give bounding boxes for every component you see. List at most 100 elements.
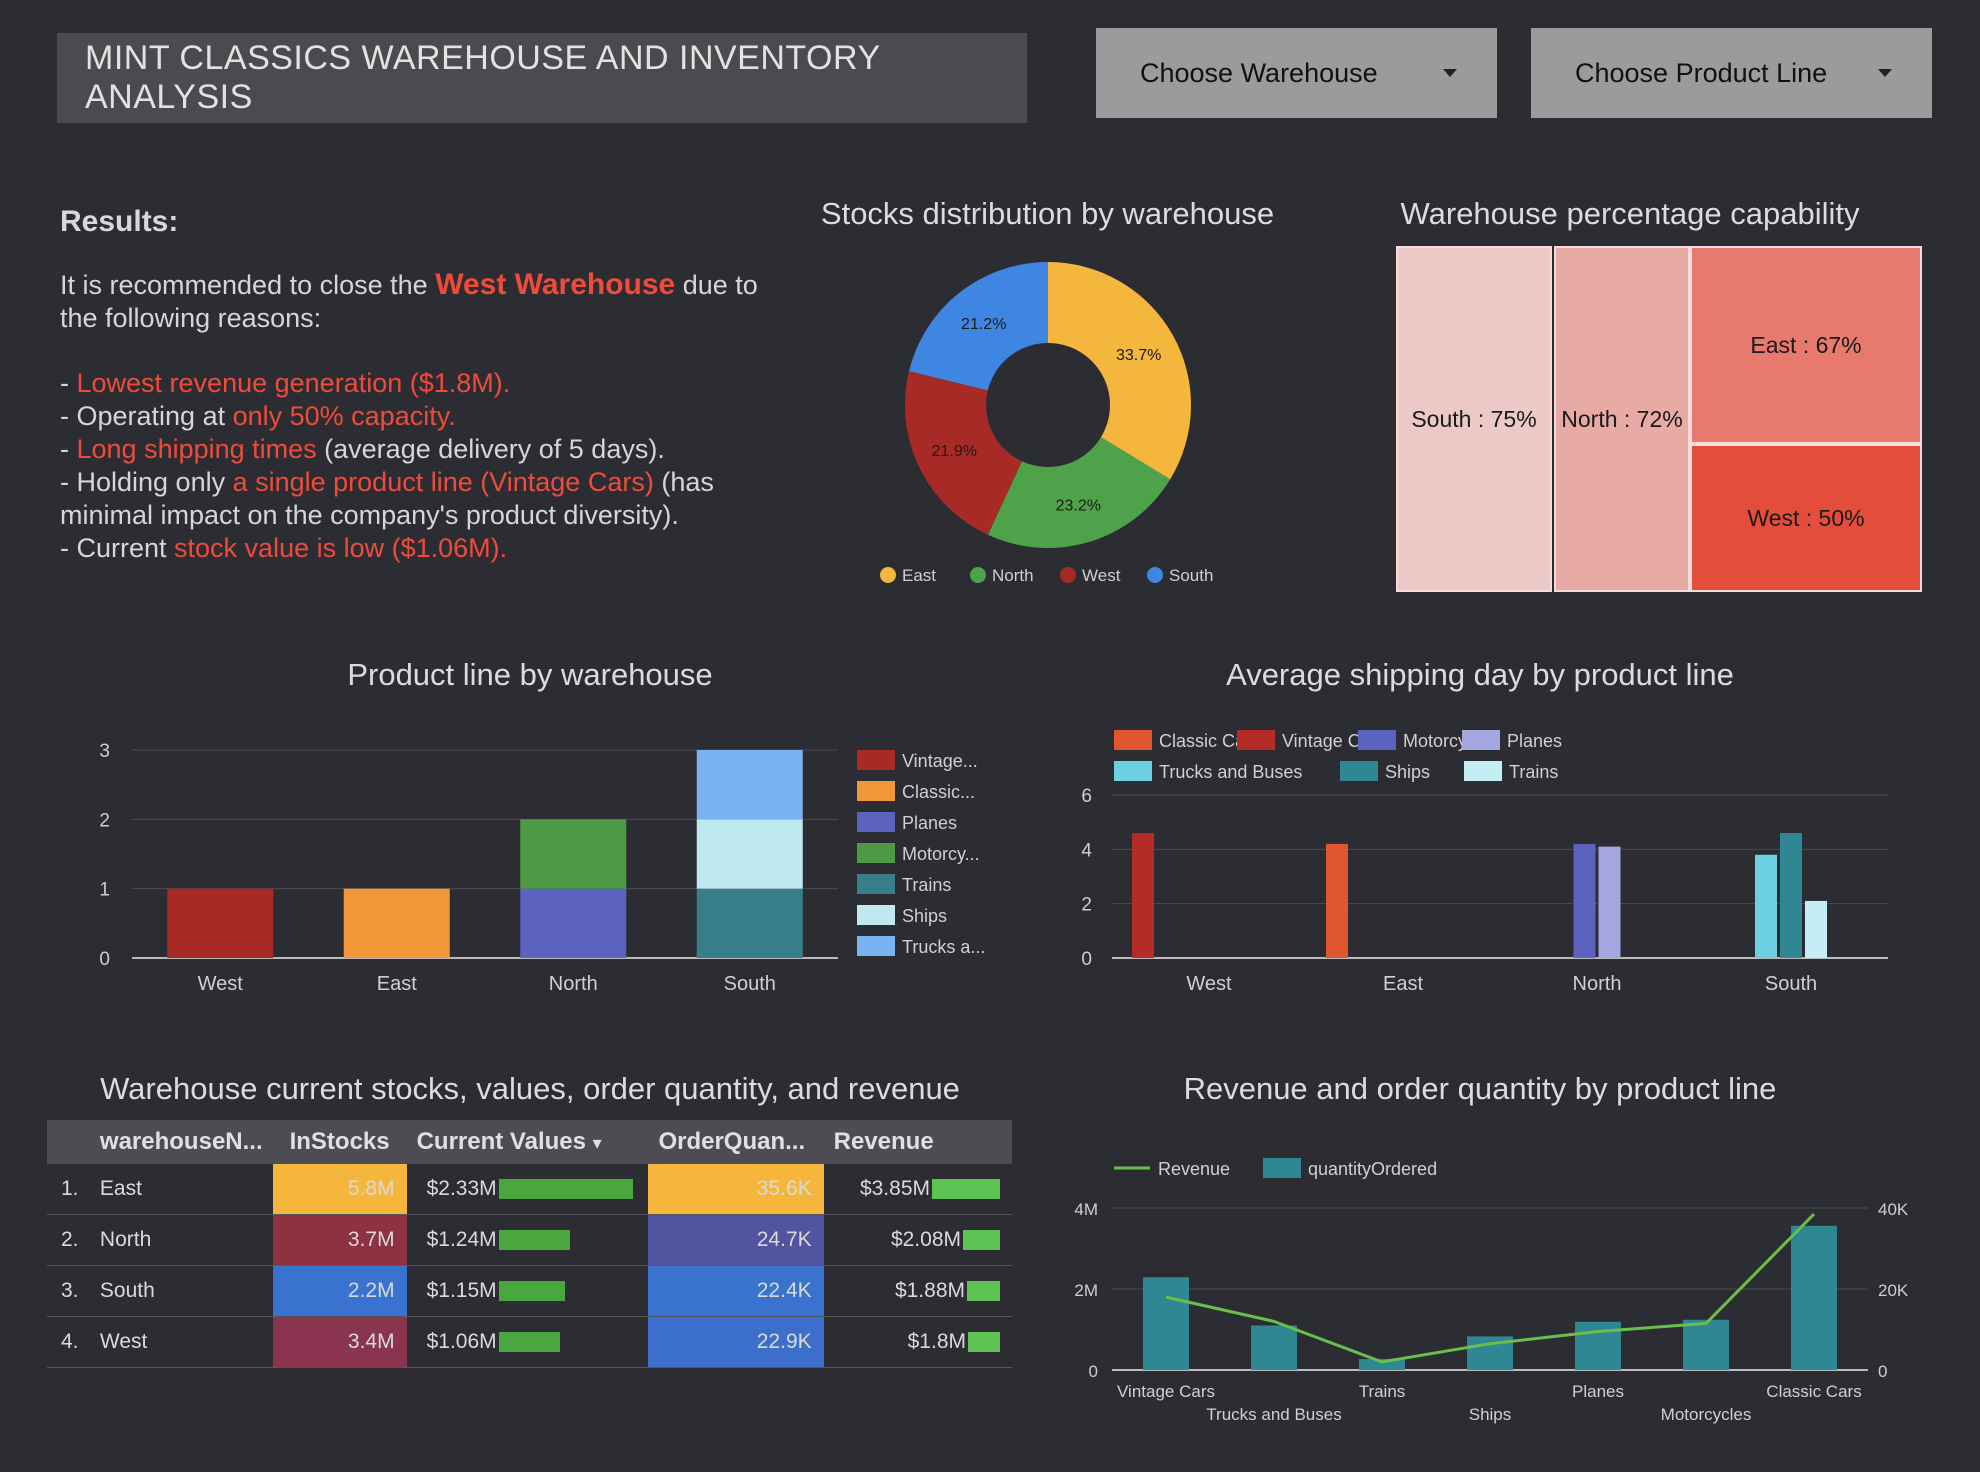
col-warehouse[interactable]: warehouseN... [89, 1120, 273, 1164]
bar-segment [696, 819, 803, 889]
revenue-bar [967, 1281, 1000, 1301]
legend-dot-east [880, 567, 896, 583]
results-panel: Results: It is recommended to close the … [60, 205, 780, 565]
quantity-bar [1683, 1319, 1729, 1370]
legend-swatch [857, 874, 895, 894]
productline-dropdown[interactable]: Choose Product Line [1531, 28, 1932, 118]
legend-label: quantityOrdered [1308, 1159, 1437, 1179]
cell-instocks: 5.8M [272, 1164, 407, 1215]
legend-swatch [857, 936, 895, 956]
value-text: $1.06M [426, 1330, 497, 1353]
value-text: $2.33M [426, 1177, 497, 1200]
cell-revenue: $3.85M [823, 1164, 1012, 1215]
legend-swatch [1462, 730, 1500, 750]
col-current-values[interactable]: Current Values ▾ [406, 1120, 649, 1164]
col-instocks[interactable]: InStocks [272, 1120, 407, 1164]
shipping-title: Average shipping day by product line [1226, 657, 1734, 692]
cell-order-quantity: 24.7K [648, 1214, 824, 1266]
cell-revenue: $1.8M [823, 1316, 1012, 1368]
legend-label-south: South [1169, 566, 1213, 585]
donut-value-label: 23.2% [1056, 497, 1101, 514]
revenue-text: $2.08M [890, 1228, 961, 1251]
x-tick-label: Motorcycles [1661, 1405, 1752, 1424]
productline-dropdown-label: Choose Product Line [1575, 57, 1828, 88]
y-right-tick: 40K [1878, 1200, 1909, 1219]
col-revenue[interactable]: Revenue [823, 1120, 1012, 1164]
table-row[interactable]: 2. North 3.7M $1.24M 24.7K $2.08M [47, 1214, 1012, 1266]
legend-swatch [1340, 761, 1378, 781]
bar-segment [696, 888, 803, 958]
results-heading: Results: [60, 205, 179, 238]
legend-label: Classic Cars [1159, 731, 1260, 751]
value-bar [498, 1281, 565, 1301]
bar [1132, 833, 1154, 958]
cell-order-quantity: 22.9K [648, 1316, 824, 1368]
results-intro: It is recommended to close the West Ware… [60, 268, 780, 335]
treemap-title: Warehouse percentage capability [1400, 196, 1860, 231]
revenue-text: $1.8M [907, 1330, 966, 1353]
combo-title: Revenue and order quantity by product li… [1183, 1071, 1777, 1106]
legend-swatch [857, 781, 895, 801]
revenue-bar [963, 1230, 1000, 1250]
donut-title: Stocks distribution by warehouse [820, 196, 1275, 231]
cell-order-quantity: 35.6K [648, 1164, 824, 1215]
revenue-text: $1.88M [894, 1279, 965, 1302]
y-right-tick: 0 [1878, 1362, 1887, 1381]
value-bar [498, 1179, 633, 1199]
quantity-bar [1143, 1277, 1189, 1370]
legend-swatch [857, 905, 895, 925]
productline-title: Product line by warehouse [347, 657, 713, 692]
y-tick-label: 0 [1081, 949, 1092, 970]
dashboard-title: MINT CLASSICS WAREHOUSE AND INVENTORY AN… [57, 33, 1027, 123]
x-tick-label: East [377, 973, 417, 995]
table-title: Warehouse current stocks, values, order … [100, 1071, 960, 1106]
legend-swatch [857, 843, 895, 863]
treemap-cell: East : 67% [1690, 246, 1922, 444]
legend-label: Trucks a... [902, 937, 985, 957]
legend-label: Vintage... [902, 751, 978, 771]
cell-current-values: $1.15M [406, 1265, 649, 1317]
bar [1780, 833, 1802, 958]
col-order-quantity[interactable]: OrderQuan... [648, 1120, 824, 1164]
table-row[interactable]: 4. West 3.4M $1.06M 22.9K $1.8M [47, 1316, 1012, 1368]
chevron-down-icon [1878, 69, 1892, 77]
quantity-bar [1251, 1325, 1297, 1370]
warehouse-dropdown[interactable]: Choose Warehouse [1096, 28, 1497, 118]
legend-label: Revenue [1158, 1159, 1230, 1179]
table-row[interactable]: 1. East 5.8M $2.33M 35.6K $3.85M [47, 1164, 1012, 1215]
bar [1326, 843, 1348, 958]
x-tick-label: Classic Cars [1766, 1382, 1861, 1401]
x-tick-label: Ships [1469, 1405, 1512, 1424]
bar [1573, 843, 1596, 958]
x-tick-label: Trucks and Buses [1206, 1405, 1341, 1424]
legend-dot-north [970, 567, 986, 583]
capability-treemap: South : 75% North : 72% East : 67% West : 5… [1394, 244, 1924, 594]
value-bar [498, 1230, 570, 1250]
bar [1598, 846, 1621, 958]
legend-label: Planes [902, 813, 957, 833]
treemap-cell: West : 50% [1690, 444, 1922, 592]
legend-label: Trains [1509, 762, 1558, 782]
intro-text-post: due to the following reasons: [60, 270, 758, 333]
table-header-row: warehouseN... InStocks Current Values ▾ … [47, 1120, 1012, 1164]
value-bar [498, 1332, 560, 1352]
x-tick-label: Planes [1572, 1382, 1624, 1401]
cell-current-values: $1.06M [406, 1316, 649, 1368]
cell-warehouse: South [89, 1265, 273, 1317]
legend-dot-south [1147, 567, 1163, 583]
y-tick-label: 2 [1081, 895, 1092, 916]
bar-segment [520, 819, 627, 889]
cell-instocks: 3.4M [272, 1316, 407, 1368]
intro-text: It is recommended to close the [60, 270, 436, 300]
legend-dot-west [1060, 567, 1076, 583]
cell-instocks: 2.2M [272, 1265, 407, 1317]
donut-slice-south [909, 262, 1048, 391]
legend-label: Trains [902, 875, 951, 895]
cell-current-values: $2.33M [406, 1164, 649, 1215]
table-row[interactable]: 3. South 2.2M $1.15M 22.4K $1.88M [47, 1265, 1012, 1317]
legend-swatch [1114, 730, 1152, 750]
warehouse-table: warehouseN... InStocks Current Values ▾ … [47, 1120, 1012, 1368]
sort-desc-icon[interactable]: ▾ [592, 1133, 602, 1153]
treemap-cell: South : 75% [1396, 246, 1552, 592]
